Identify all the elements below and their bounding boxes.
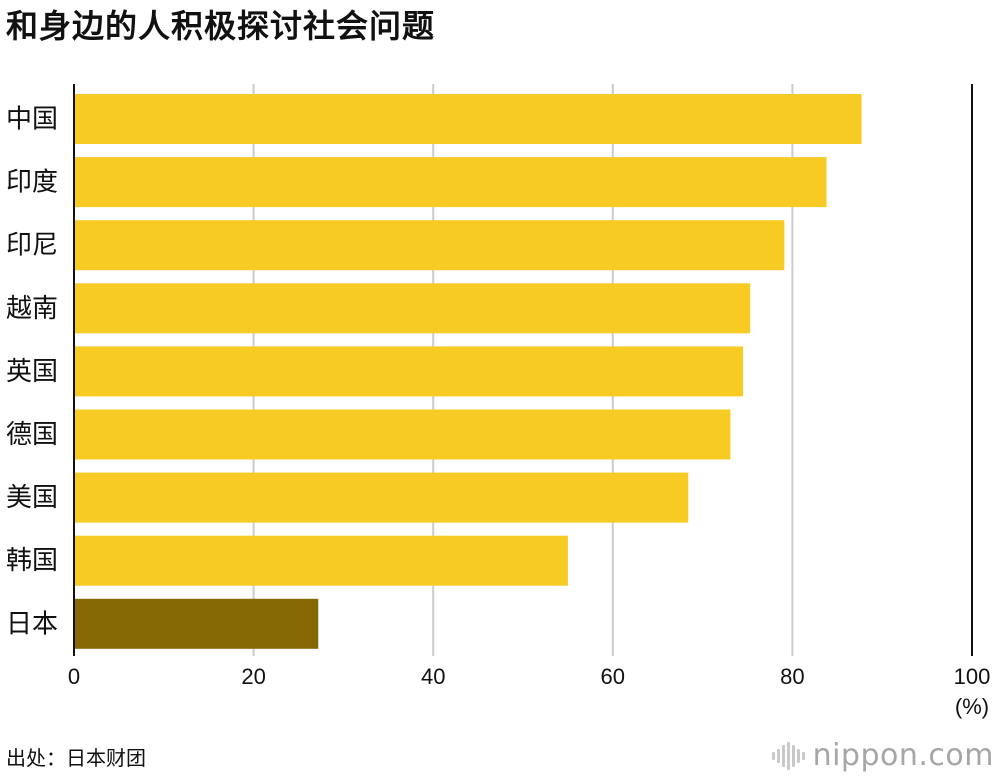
unit-label: (%) [955,694,989,719]
bars [74,94,862,649]
logo-suffix: com [928,738,994,773]
bar-7 [74,472,689,523]
category-label: 德国 [6,420,58,450]
bar-9 [74,598,319,649]
category-label: 印尼 [6,231,58,261]
x-tick-label: 40 [421,664,445,689]
nippon-logo-text: nippon.com [813,736,994,776]
bar-6 [74,409,731,460]
x-tick-label: 80 [780,664,804,689]
x-tick-label: 20 [241,664,265,689]
x-tick-label: 60 [601,664,625,689]
tick-labels: 0 20 40 60 80 100 (%) [68,664,990,719]
chart-title: 和身边的人积极探讨社会问题 [6,7,436,45]
bar-2 [74,157,827,208]
axes [73,84,973,656]
source-note: 出处：日本财团 [6,746,146,770]
logo-name: nippon [812,738,919,773]
logo-dot: . [918,738,929,773]
category-label: 美国 [6,483,58,513]
bar-5 [74,346,744,397]
category-label: 印度 [6,168,58,198]
x-tick-label: 0 [68,664,80,689]
nippon-logo: nippon.com [771,736,994,776]
category-label: 日本 [6,609,58,639]
bar-1 [74,94,862,144]
bar-4 [74,283,751,334]
category-label: 中国 [6,105,58,135]
category-label: 越南 [6,294,58,324]
x-tick-label: 100 [954,664,991,689]
category-label: 韩国 [6,546,58,576]
bar-3 [74,220,785,271]
bar-8 [74,535,568,586]
category-label: 英国 [6,357,58,387]
nippon-logo-icon [771,742,805,770]
